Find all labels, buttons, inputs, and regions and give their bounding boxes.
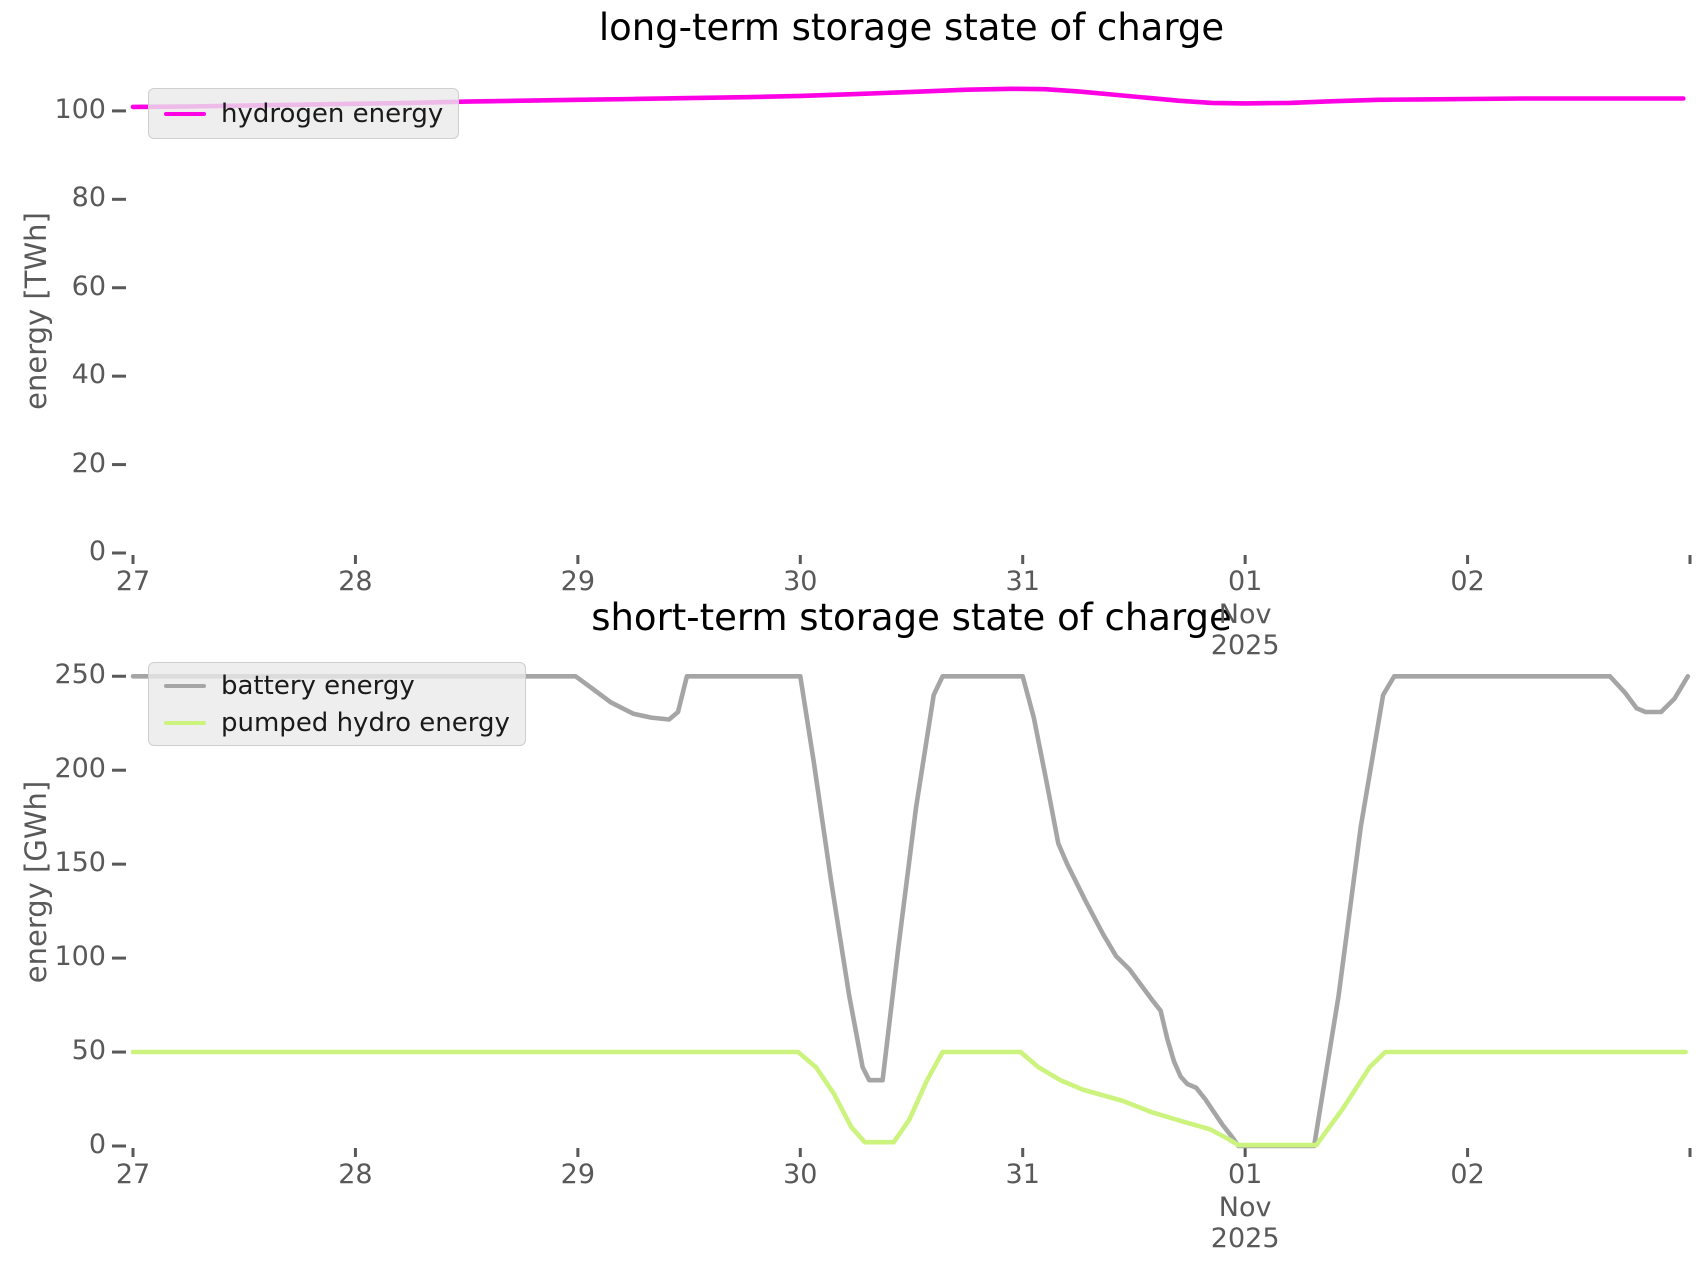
- x-tick-label: 28: [338, 566, 373, 597]
- chart-title-long-term: long-term storage state of charge: [598, 6, 1225, 49]
- y-tick-label: 0: [88, 536, 106, 567]
- x-tick-label: 28: [338, 1159, 373, 1190]
- x-tick-label: 31: [1005, 1159, 1040, 1190]
- month-label: Nov: [1218, 599, 1272, 630]
- battery-line-swatch: [164, 683, 206, 688]
- y-tick-label: 50: [71, 1035, 106, 1067]
- legend-entry-hydrogen: hydrogen energy: [164, 95, 443, 132]
- y-tick-label: 80: [71, 182, 106, 214]
- legend-short-term: battery energy pumped hydro energy: [148, 662, 526, 746]
- legend-label-hydrogen: hydrogen energy: [221, 98, 444, 129]
- x-tick-label: 30: [783, 1159, 818, 1190]
- x-tick-label: 01: [1227, 566, 1263, 597]
- pumped-hydro-line-swatch: [164, 720, 206, 725]
- series-line-pumped-hydro-energy: [130, 1049, 1688, 1148]
- y-tick-label: 100: [54, 93, 106, 125]
- x-tick-label: 02: [1450, 566, 1485, 597]
- legend-label-pumped-hydro: pumped hydro energy: [221, 707, 510, 738]
- x-tick-label: 01: [1227, 1159, 1263, 1190]
- y-tick-label: 150: [54, 847, 106, 879]
- y-tick-label: 0: [88, 1129, 106, 1160]
- legend-entry-battery: battery energy: [164, 667, 510, 704]
- year-label: 2025: [1210, 1223, 1280, 1254]
- x-tick-label: 31: [1005, 566, 1040, 597]
- legend-long-term: hydrogen energy: [148, 88, 460, 139]
- legend-label-battery: battery energy: [221, 670, 415, 701]
- x-tick-label: 27: [115, 1159, 151, 1190]
- x-tick-label: 27: [115, 566, 151, 597]
- month-label: Nov: [1218, 1192, 1272, 1223]
- x-tick-label: 02: [1450, 1159, 1485, 1190]
- year-label: 2025: [1210, 630, 1280, 661]
- x-tick-label: 29: [560, 1159, 596, 1190]
- hydrogen-line-swatch: [164, 111, 206, 116]
- x-tick-label: 30: [783, 566, 818, 597]
- chart-title-short-term: short-term storage state of charge: [591, 596, 1232, 639]
- x-tick-label: 29: [560, 566, 596, 597]
- legend-entry-pumped-hydro: pumped hydro energy: [164, 704, 510, 741]
- y-tick-label: 60: [71, 270, 106, 302]
- y-tick-label: 20: [71, 447, 106, 479]
- y-tick-label: 100: [54, 941, 106, 973]
- series-line-battery-energy: [130, 673, 1691, 1149]
- y-tick-label: 200: [54, 753, 106, 785]
- y-tick-label: 40: [71, 359, 106, 391]
- y-tick-label: 250: [54, 659, 106, 691]
